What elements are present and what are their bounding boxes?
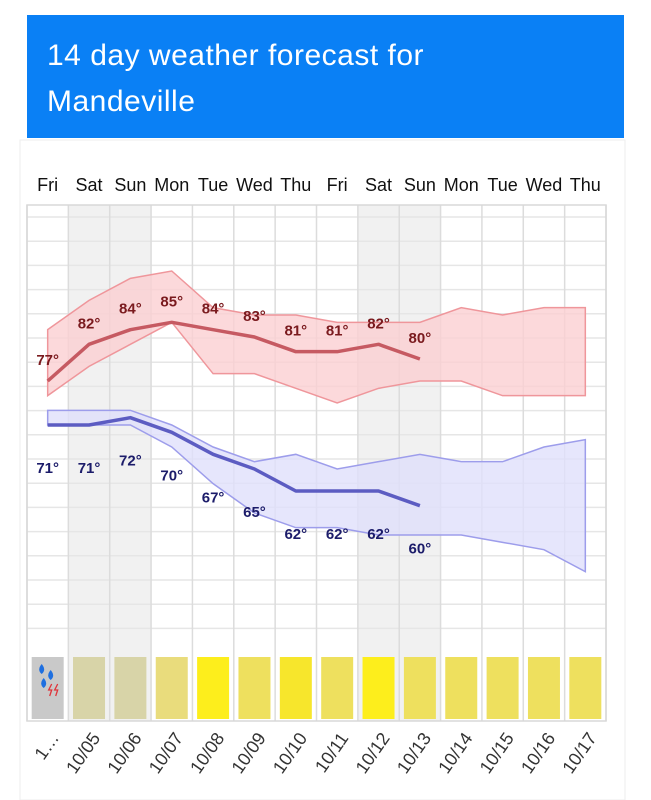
day-label: Sun: [404, 175, 436, 195]
value-label: 72°: [119, 453, 142, 470]
tiles: [31, 657, 602, 719]
rain-drop: [48, 670, 54, 680]
day-label: Sat: [76, 175, 103, 195]
day-label: Sat: [365, 175, 392, 195]
day-label: Mon: [154, 175, 189, 195]
value-label: 60°: [409, 541, 432, 558]
condition-tile: [486, 657, 519, 719]
value-label: 82°: [367, 315, 390, 332]
rain-drop: [39, 664, 45, 674]
value-label: 71°: [36, 460, 59, 477]
value-label: 83°: [243, 308, 266, 325]
value-label: 70°: [160, 467, 183, 484]
chart-title: 14 day weather forecast for Mandeville: [47, 39, 425, 118]
range-band: [46, 270, 587, 404]
condition-tile: [238, 657, 271, 719]
value-label: 62°: [326, 526, 349, 543]
condition-tile: [403, 657, 436, 719]
day-label: Wed: [526, 175, 563, 195]
labels: 77° 82° 84° 85° 84° 83° 81° 81° 82° 80° 71° 71° 72° 7…: [36, 293, 431, 557]
condition-tile: [279, 657, 312, 719]
value-label: 84°: [202, 301, 225, 318]
value-label: 85°: [160, 293, 183, 310]
plot-frame: [26, 204, 607, 722]
value-label: 62°: [284, 526, 307, 543]
value-label: 62°: [367, 526, 390, 543]
condition-tile: [114, 657, 147, 719]
value-label: 84°: [119, 301, 142, 318]
value-label: 65°: [243, 504, 266, 521]
condition-tile: [155, 657, 188, 719]
temperature-line: [47, 415, 421, 508]
value-label: 82°: [78, 315, 101, 332]
condition-tile: [445, 657, 478, 719]
condition-tile: [31, 657, 64, 719]
value-label: 67°: [202, 489, 225, 506]
condition-tile: [527, 657, 560, 719]
lightning: [47, 683, 59, 697]
value-label: 81°: [284, 323, 307, 340]
day-label: Sun: [114, 175, 146, 195]
value-label: 80°: [409, 330, 432, 347]
rain-drop: [41, 678, 47, 688]
value-label: 71°: [78, 460, 101, 477]
day-label: Fri: [37, 175, 58, 195]
condition-tile: [321, 657, 354, 719]
day-label: Thu: [280, 175, 311, 195]
temperature-line: [46, 320, 421, 383]
day-label: Fri: [327, 175, 348, 195]
value-label: 77°: [36, 352, 59, 369]
day-label: Wed: [236, 175, 273, 195]
day-label: Mon: [444, 175, 479, 195]
day-label: Tue: [198, 175, 228, 195]
condition-tile: [73, 657, 106, 719]
lines: [46, 320, 421, 508]
header: 14 day weather forecast for Mandeville: [27, 15, 624, 138]
day-label: Thu: [570, 175, 601, 195]
value-label: 81°: [326, 323, 349, 340]
condition-tile: [197, 657, 230, 719]
condition-tile: [569, 657, 602, 719]
day-label: Tue: [487, 175, 517, 195]
condition-tile: [362, 657, 395, 719]
weekend-column: [68, 205, 110, 721]
